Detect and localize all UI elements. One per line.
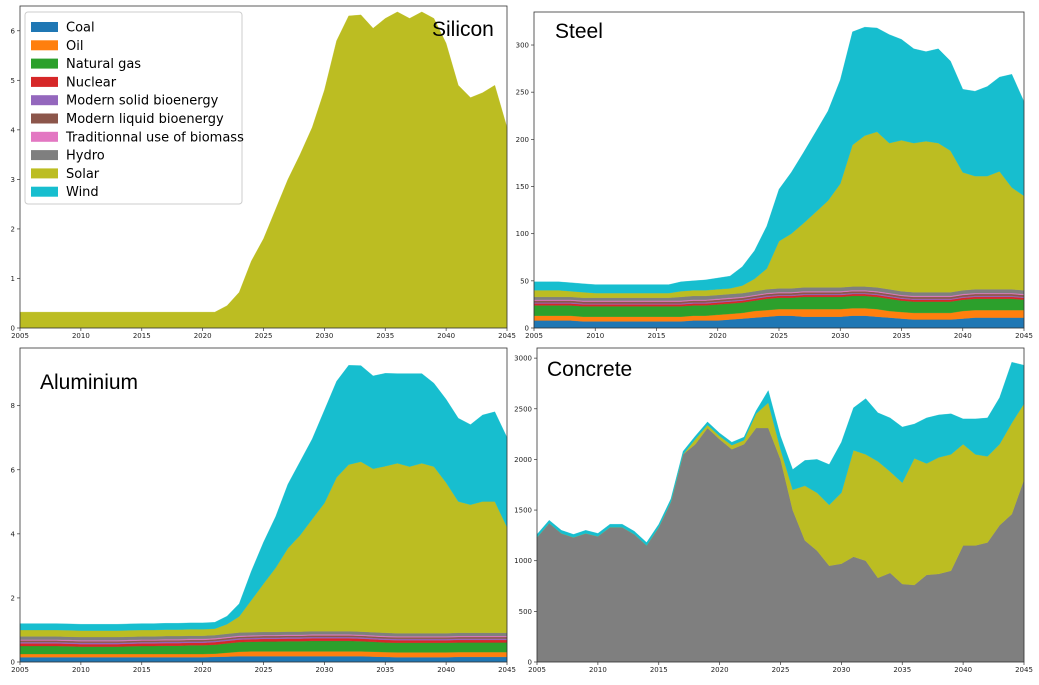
y-tick-label: 4 [11,530,16,538]
x-tick-label: 2005 [528,666,546,674]
x-tick-label: 2010 [589,666,607,674]
y-tick-label: 0 [525,325,529,333]
legend-swatch-nuclear [31,76,58,87]
legend-swatch-modern-solid-bioenergy [31,95,58,106]
legend-label-wind: Wind [66,185,99,200]
legend-swatch-hydro [31,150,58,161]
legend-swatch-traditionnal-use-of-biomass [31,131,58,142]
x-tick-label: 2020 [709,332,727,340]
legend-swatch-modern-liquid-bioenergy [31,113,58,124]
y-tick-label: 3000 [514,355,532,363]
x-tick-label: 2040 [437,666,455,674]
y-tick-label: 2000 [514,456,532,464]
chart-title: Concrete [547,358,632,381]
x-tick-label: 2030 [315,332,333,340]
x-tick-label: 2030 [832,666,850,674]
legend-label-traditionnal-use-of-biomass: Traditionnal use of biomass [65,130,244,145]
legend-label-hydro: Hydro [66,149,105,164]
y-tick-label: 5 [11,77,15,85]
y-tick-label: 150 [516,183,529,191]
legend-label-modern-liquid-bioenergy: Modern liquid bioenergy [66,112,224,127]
x-tick-label: 2035 [376,666,394,674]
x-tick-label: 2015 [648,332,666,340]
x-tick-label: 2015 [133,332,151,340]
legend-swatch-oil [31,40,58,51]
x-tick-label: 2040 [437,332,455,340]
x-tick-label: 2040 [954,332,972,340]
legend-swatch-solar [31,168,58,179]
y-tick-label: 2 [11,225,15,233]
legend-label-oil: Oil [66,39,83,54]
x-tick-label: 2020 [194,332,212,340]
x-tick-label: 2045 [1015,666,1033,674]
y-tick-label: 6 [11,466,16,474]
y-tick-label: 2500 [514,405,532,413]
y-tick-label: 0 [11,659,15,667]
y-tick-label: 1500 [514,507,532,515]
y-tick-label: 300 [516,42,529,50]
x-tick-label: 2015 [133,666,151,674]
legend-label-modern-solid-bioenergy: Modern solid bioenergy [66,94,219,109]
chart-legend: Coal Oil Natural gas Nuclear Modern solid bi… [24,11,244,205]
x-tick-label: 2025 [772,666,790,674]
legend-box [24,11,243,205]
x-tick-label: 2005 [11,332,29,340]
y-tick-label: 250 [516,89,529,97]
x-tick-label: 2035 [376,332,394,340]
x-tick-label: 2045 [498,666,516,674]
chart-title: Aluminium [40,371,138,394]
x-tick-label: 2025 [255,666,273,674]
legend-label-coal: Coal [66,21,95,36]
x-tick-label: 2045 [1015,332,1033,340]
x-tick-label: 2030 [831,332,849,340]
silicon-chart: 2005 2010 2015 2020 2025 2030 2035 2040 2045 0 1 2 3… [11,5,516,340]
y-tick-label: 6 [11,27,16,35]
y-tick-label: 50 [520,277,529,285]
steel-chart: 2005 2010 2015 2020 2025 2030 2035 2040 2045 0 50 1… [516,11,1033,340]
legend-label-natural-gas: Natural gas [66,57,141,72]
legend-swatch-natural-gas [31,58,58,69]
legend-swatch-coal [31,22,58,32]
x-tick-label: 2025 [255,332,273,340]
x-tick-label: 2030 [315,666,333,674]
y-tick-label: 100 [516,230,529,238]
x-tick-label: 2005 [525,332,543,340]
chart-title: Silicon [432,18,494,41]
x-tick-label: 2035 [893,666,911,674]
y-tick-label: 8 [11,402,15,410]
y-tick-label: 0 [11,325,15,333]
legend-label-nuclear: Nuclear [66,75,117,90]
y-tick-label: 3 [11,176,15,184]
aluminium-chart: 2005 2010 2015 2020 2025 2030 2035 2040 2045 0 2 4 6… [11,347,516,674]
x-tick-label: 2020 [711,666,729,674]
y-tick-label: 500 [519,608,532,616]
concrete-chart: 2005 2010 2015 2020 2025 2030 2035 2040 2045 0 500… [514,347,1033,674]
x-tick-label: 2005 [11,666,29,674]
legend-swatch-wind [31,186,58,197]
y-tick-label: 0 [528,659,532,667]
y-tick-label: 200 [516,136,529,144]
x-tick-label: 2010 [72,332,90,340]
y-tick-label: 1 [11,275,15,283]
x-tick-label: 2035 [893,332,911,340]
x-tick-label: 2015 [650,666,668,674]
legend-label-solar: Solar [66,167,100,182]
x-tick-label: 2025 [770,332,788,340]
chart-title: Steel [555,20,603,43]
x-tick-label: 2010 [586,332,604,340]
x-tick-label: 2045 [498,332,516,340]
x-tick-label: 2010 [72,666,90,674]
y-tick-label: 1000 [514,557,532,565]
x-tick-label: 2020 [194,666,212,674]
y-tick-label: 2 [11,594,15,602]
y-tick-label: 4 [11,126,16,134]
x-tick-label: 2040 [954,666,972,674]
